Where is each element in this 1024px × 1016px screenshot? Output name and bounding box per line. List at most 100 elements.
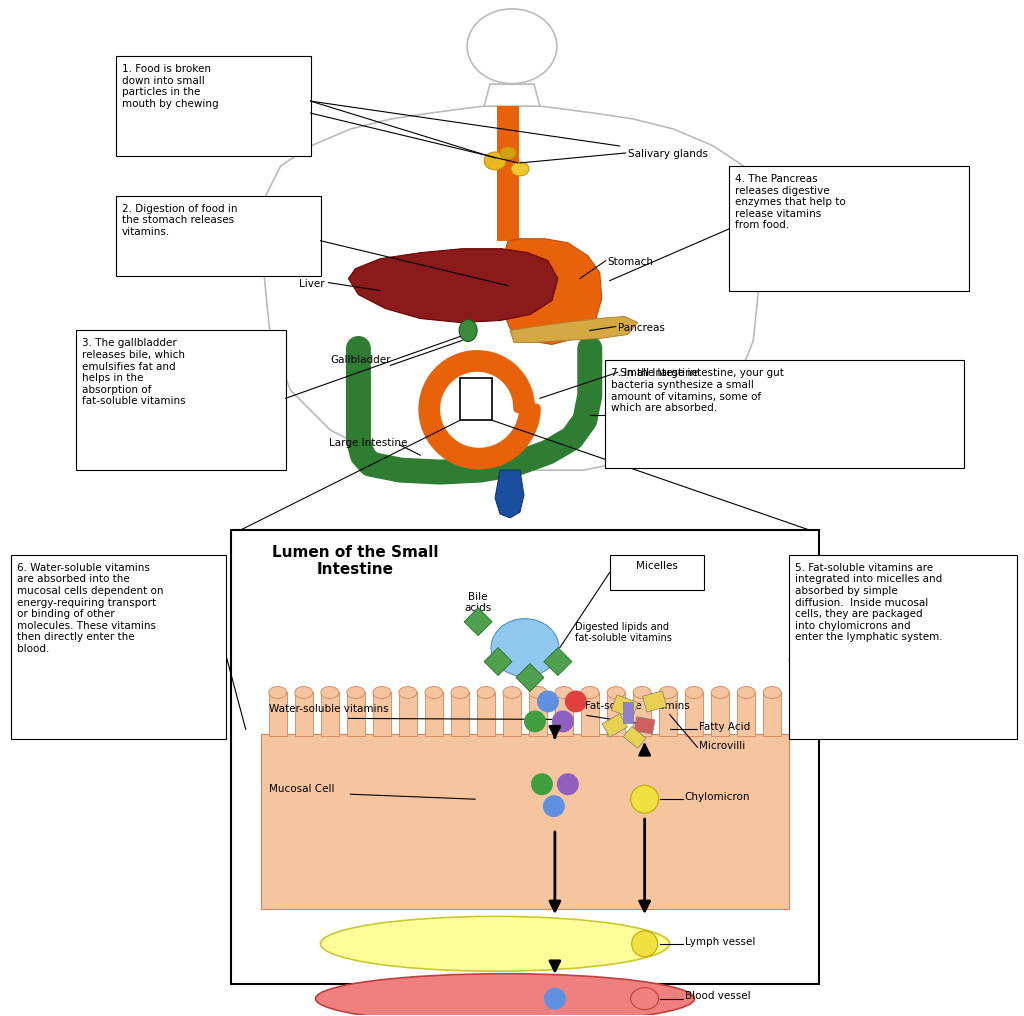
Bar [116,56,310,156]
Bar [295,693,312,737]
Bar [529,693,547,737]
Polygon shape [464,608,493,636]
Text: 1. Food is broken
down into small
particles in the
mouth by chewing: 1. Food is broken down into small partic… [122,64,219,109]
Bar [729,166,969,291]
Polygon shape [611,695,638,718]
Bar [609,555,705,589]
Polygon shape [497,106,519,241]
Bar [451,693,469,737]
Bar [607,693,625,737]
Ellipse shape [477,687,495,698]
Ellipse shape [557,773,579,796]
Text: 4. The Pancreas
releases digestive
enzymes that help to
release vitamins
from fo: 4. The Pancreas releases digestive enzym… [735,174,846,231]
Bar [581,693,599,737]
Bar [712,693,729,737]
Text: Digested lipids and
fat-soluble vitamins: Digested lipids and fat-soluble vitamins [574,622,672,643]
Ellipse shape [373,687,391,698]
Text: 2. Digestion of food in
the stomach releases
vitamins.: 2. Digestion of food in the stomach rele… [122,204,238,237]
Polygon shape [624,726,646,749]
Text: Chylomicron: Chylomicron [684,792,750,803]
Polygon shape [602,713,628,738]
Text: Stomach: Stomach [607,257,653,266]
Polygon shape [634,716,655,734]
Text: Micelles: Micelles [636,561,678,571]
Ellipse shape [631,988,658,1010]
Ellipse shape [763,687,781,698]
Ellipse shape [295,687,312,698]
Bar [659,693,677,737]
Bar [477,693,495,737]
Bar [76,330,286,470]
Ellipse shape [555,687,573,698]
Text: Salivary glands: Salivary glands [628,149,708,158]
Polygon shape [510,317,638,342]
Ellipse shape [631,785,658,813]
Polygon shape [544,647,571,676]
Text: 7. In the large intestine, your gut
bacteria synthesize a small
amount of vitami: 7. In the large intestine, your gut bact… [610,369,783,414]
Text: 3. The gallbladder
releases bile, which
emulsifies fat and
helps in the
absorpti: 3. The gallbladder releases bile, which … [82,338,185,406]
Bar [116,196,321,275]
Ellipse shape [503,687,521,698]
Text: Microvilli: Microvilli [699,742,745,752]
Ellipse shape [712,687,729,698]
Bar [555,693,573,737]
Ellipse shape [315,973,694,1016]
Bar [321,693,339,737]
Bar [230,530,819,983]
Ellipse shape [531,773,553,796]
Bar [347,693,365,737]
Ellipse shape [451,687,469,698]
Ellipse shape [685,687,703,698]
Ellipse shape [500,147,516,158]
Ellipse shape [268,687,287,698]
Ellipse shape [607,687,625,698]
Ellipse shape [511,162,529,176]
Ellipse shape [544,988,566,1010]
Ellipse shape [552,710,573,733]
Ellipse shape [321,916,670,971]
Bar [737,693,755,737]
Ellipse shape [492,619,559,677]
Text: Lymph vessel: Lymph vessel [684,937,755,947]
Ellipse shape [347,687,365,698]
Polygon shape [495,470,524,518]
Polygon shape [500,239,602,344]
Bar [268,693,287,737]
Text: Lumen of the Small
Intestine: Lumen of the Small Intestine [272,545,438,577]
Polygon shape [348,249,558,322]
Bar [261,735,790,909]
Ellipse shape [524,710,546,733]
Ellipse shape [529,687,547,698]
Bar [503,693,521,737]
Text: Pancreas: Pancreas [617,322,665,332]
Ellipse shape [537,691,559,712]
Ellipse shape [632,931,657,957]
Text: Blood vessel: Blood vessel [684,991,751,1001]
Text: Fat-soluble vitamins: Fat-soluble vitamins [585,701,689,711]
Ellipse shape [484,152,506,170]
Bar [763,693,781,737]
Text: Fatty Acid: Fatty Acid [699,722,751,733]
Bar [425,693,442,737]
Text: Liver: Liver [299,278,325,289]
Bar [460,378,493,421]
Text: Water-soluble vitamins: Water-soluble vitamins [268,704,388,714]
Text: Bile
acids: Bile acids [465,591,492,614]
Bar [11,555,225,740]
Polygon shape [484,647,512,676]
Text: Gallbladder: Gallbladder [331,356,391,366]
Text: 6. Water-soluble vitamins
are absorbed into the
mucosal cells dependent on
energ: 6. Water-soluble vitamins are absorbed i… [17,563,164,654]
Ellipse shape [425,687,442,698]
Text: Small Intestine: Small Intestine [620,369,697,378]
Ellipse shape [633,687,651,698]
Bar [633,693,651,737]
Bar [373,693,391,737]
Polygon shape [623,702,633,722]
Ellipse shape [321,687,339,698]
Bar [685,693,703,737]
Ellipse shape [737,687,755,698]
Ellipse shape [581,687,599,698]
Bar [399,693,417,737]
Polygon shape [516,663,544,692]
Polygon shape [643,691,667,712]
